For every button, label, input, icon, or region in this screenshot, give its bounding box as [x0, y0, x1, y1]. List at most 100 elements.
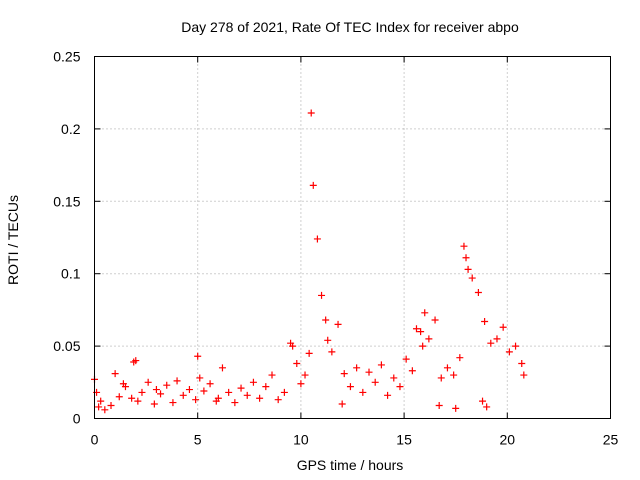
- data-point: [138, 388, 146, 396]
- data-point: [297, 380, 305, 388]
- data-point: [487, 339, 495, 347]
- data-point: [421, 309, 429, 317]
- y-tick-label: 0.2: [61, 121, 81, 137]
- data-point: [518, 359, 526, 367]
- data-point: [396, 383, 404, 391]
- data-point: [346, 383, 354, 391]
- data-point: [225, 388, 233, 396]
- data-point: [408, 367, 416, 375]
- data-point: [111, 370, 119, 378]
- data-point: [324, 336, 332, 344]
- data-point: [309, 181, 317, 189]
- data-point: [443, 364, 451, 372]
- data-point: [402, 355, 410, 363]
- y-axis-label: ROTI / TECUs: [5, 195, 21, 285]
- y-tick-label: 0.1: [61, 266, 81, 282]
- data-point: [107, 401, 115, 409]
- data-point: [214, 394, 222, 402]
- data-point: [464, 265, 472, 273]
- data-point: [163, 381, 171, 389]
- y-tick-label: 0.15: [53, 193, 80, 209]
- data-point: [237, 384, 245, 392]
- data-point: [334, 320, 342, 328]
- data-point: [218, 364, 226, 372]
- data-point: [194, 352, 202, 360]
- data-point: [134, 397, 142, 405]
- data-point: [280, 388, 288, 396]
- data-point: [322, 316, 330, 324]
- data-point: [353, 364, 361, 372]
- data-point: [483, 403, 491, 411]
- y-tick-label: 0: [73, 411, 81, 427]
- data-point: [305, 349, 313, 357]
- data-point: [289, 342, 297, 350]
- data-point: [419, 342, 427, 350]
- data-point: [384, 391, 392, 399]
- data-point: [505, 348, 513, 356]
- data-point: [249, 378, 257, 386]
- data-point: [157, 390, 165, 398]
- data-point: [435, 401, 443, 409]
- data-point: [520, 371, 528, 379]
- data-point: [437, 374, 445, 382]
- data-point: [243, 391, 251, 399]
- data-point: [173, 377, 181, 385]
- data-point: [97, 397, 105, 405]
- data-points: [91, 109, 528, 414]
- data-point: [468, 274, 476, 282]
- data-point: [128, 394, 136, 402]
- data-point: [192, 396, 200, 404]
- data-point: [450, 371, 458, 379]
- data-point: [338, 400, 346, 408]
- data-point: [115, 393, 123, 401]
- data-point: [474, 289, 482, 297]
- data-point: [412, 325, 420, 333]
- data-point: [425, 335, 433, 343]
- data-point: [268, 371, 276, 379]
- data-point: [119, 380, 127, 388]
- data-point: [318, 291, 326, 299]
- data-point: [293, 359, 301, 367]
- data-point: [231, 399, 239, 407]
- data-point: [359, 388, 367, 396]
- data-point: [179, 391, 187, 399]
- plot-area-border: [94, 56, 611, 419]
- data-point: [479, 397, 487, 405]
- data-point: [274, 396, 282, 404]
- y-tick-label: 0.05: [53, 338, 80, 354]
- data-point: [256, 394, 264, 402]
- data-point: [493, 335, 501, 343]
- grid: [94, 56, 611, 419]
- data-point: [452, 404, 460, 412]
- x-axis-label: GPS time / hours: [297, 457, 404, 473]
- x-tick-label: 0: [91, 432, 99, 448]
- axis-ticks: 0 5 10 15 20 25 0 0.05 0.1 0.15 0.2 0.25: [53, 49, 618, 448]
- data-point: [150, 400, 158, 408]
- data-point: [417, 328, 425, 336]
- y-tick-label: 0.25: [53, 49, 80, 65]
- data-point: [365, 368, 373, 376]
- data-point: [152, 386, 160, 394]
- data-point: [481, 317, 489, 325]
- data-point: [499, 323, 507, 331]
- x-tick-label: 15: [396, 432, 412, 448]
- data-point: [377, 361, 385, 369]
- x-tick-label: 10: [293, 432, 309, 448]
- data-point: [132, 357, 140, 365]
- data-point: [101, 406, 109, 414]
- data-point: [390, 374, 398, 382]
- data-point: [144, 378, 152, 386]
- x-tick-label: 5: [194, 432, 202, 448]
- data-point: [307, 109, 315, 117]
- data-point: [328, 348, 336, 356]
- data-point: [206, 380, 214, 388]
- data-point: [460, 242, 468, 250]
- data-point: [462, 254, 470, 262]
- chart-title: Day 278 of 2021, Rate Of TEC Index for r…: [181, 19, 519, 35]
- data-point: [431, 316, 439, 324]
- data-point: [262, 383, 270, 391]
- data-point: [340, 370, 348, 378]
- x-tick-label: 20: [500, 432, 516, 448]
